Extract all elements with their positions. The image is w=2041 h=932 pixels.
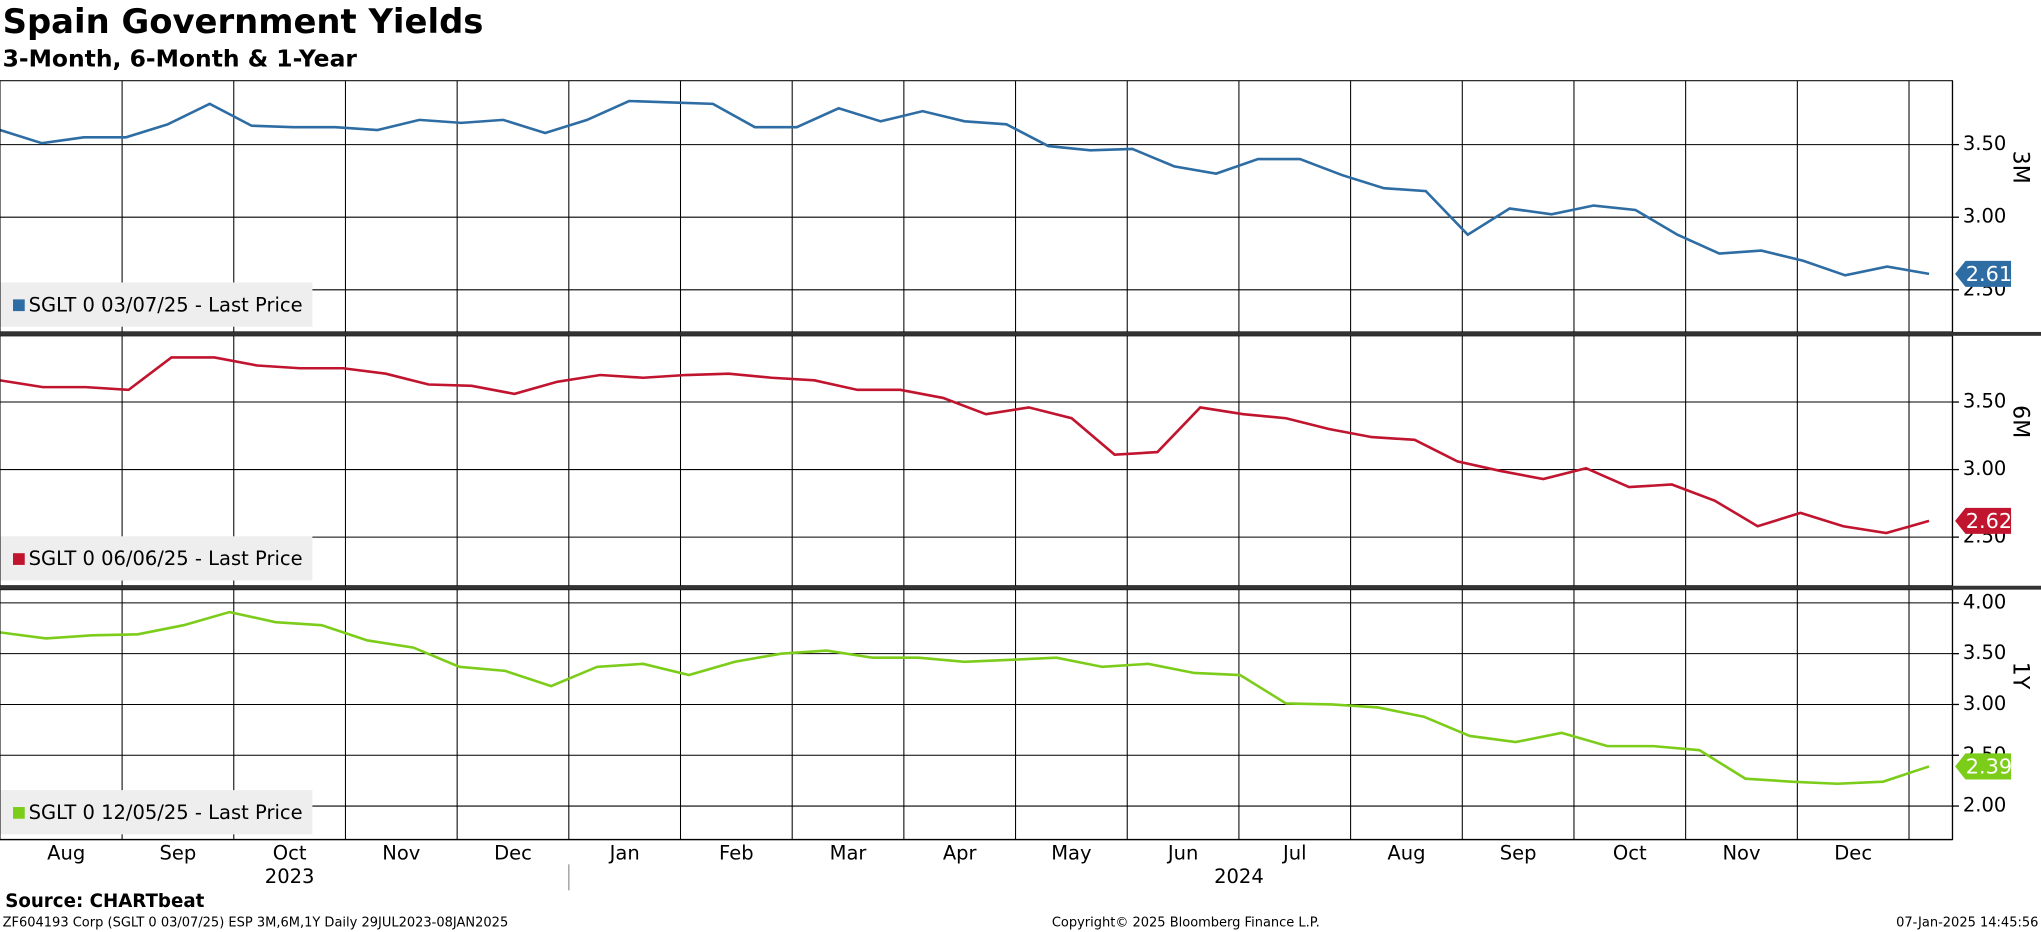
- line-series: [0, 610, 1930, 786]
- x-tick-label: Feb: [719, 841, 754, 864]
- x-tick-label: Jul: [1281, 841, 1307, 864]
- x-tick-label: Oct: [273, 841, 307, 864]
- x-tick-label: Mar: [830, 841, 868, 864]
- last-value-label: 2.62: [1966, 509, 2012, 533]
- x-tick-label: Aug: [47, 841, 85, 864]
- y-tick-label: 3.00: [1963, 457, 2006, 480]
- x-tick-label: Nov: [1722, 841, 1760, 864]
- legend-label: SGLT 0 12/05/25 - Last Price: [29, 801, 303, 824]
- year-label: 2024: [1214, 865, 1264, 888]
- last-value-label: 2.39: [1966, 755, 2012, 779]
- x-tick-label: Aug: [1387, 841, 1425, 864]
- separator: [0, 331, 2041, 336]
- legend-box: [0, 536, 313, 581]
- x-tick-label: Nov: [382, 841, 420, 864]
- legend-swatch: [13, 807, 25, 819]
- chart-title: Spain Government Yields: [3, 2, 484, 41]
- last-value-label: 2.61: [1966, 262, 2012, 286]
- separator: [0, 585, 2041, 590]
- source: Source: CHARTbeat: [5, 891, 204, 912]
- x-tick-label: May: [1051, 841, 1091, 864]
- axis-label: 3M: [2008, 151, 2034, 184]
- y-tick-label: 3.50: [1963, 390, 2006, 413]
- x-tick-label: Apr: [943, 841, 978, 864]
- x-tick-label: Sep: [1500, 841, 1537, 864]
- chart-subtitle: 3-Month, 6-Month & 1-Year: [3, 44, 358, 72]
- y-tick-label: 3.00: [1963, 692, 2006, 715]
- line-series: [0, 356, 1930, 535]
- x-tick-label: Dec: [1834, 841, 1872, 864]
- legend-label: SGLT 0 03/07/25 - Last Price: [29, 293, 303, 316]
- legend-label: SGLT 0 06/06/25 - Last Price: [29, 547, 303, 570]
- last-value-tag: [1955, 507, 2012, 534]
- footer-left: ZF604193 Corp (SGLT 0 03/07/25) ESP 3M,6…: [3, 915, 509, 930]
- y-tick-label: 2.00: [1963, 794, 2006, 817]
- x-tick-label: Jan: [608, 841, 640, 864]
- footer-center: Copyright© 2025 Bloomberg Finance L.P.: [1052, 915, 1320, 930]
- legend-swatch: [13, 553, 25, 565]
- x-tick-label: Jun: [1166, 841, 1198, 864]
- x-tick-label: Sep: [160, 841, 197, 864]
- legend-swatch: [13, 299, 25, 312]
- x-tick-label: Dec: [494, 841, 532, 864]
- legend-box: [0, 790, 313, 835]
- y-tick-label: 3.50: [1963, 132, 2006, 155]
- legend-box: [0, 282, 313, 327]
- axis-label: 1Y: [2008, 662, 2034, 690]
- year-label: 2023: [265, 865, 315, 888]
- line-series: [0, 99, 1930, 277]
- x-tick-label: Oct: [1613, 841, 1647, 864]
- footer-right: 07-Jan-2025 14:45:56: [1896, 915, 2038, 930]
- y-tick-label: 3.50: [1963, 641, 2006, 664]
- last-value-tag: [1955, 753, 2012, 780]
- last-value-tag: [1955, 260, 2012, 287]
- y-tick-label: 3.00: [1963, 205, 2006, 228]
- axis-label: 6M: [2008, 405, 2034, 438]
- y-tick-label: 4.00: [1963, 590, 2006, 613]
